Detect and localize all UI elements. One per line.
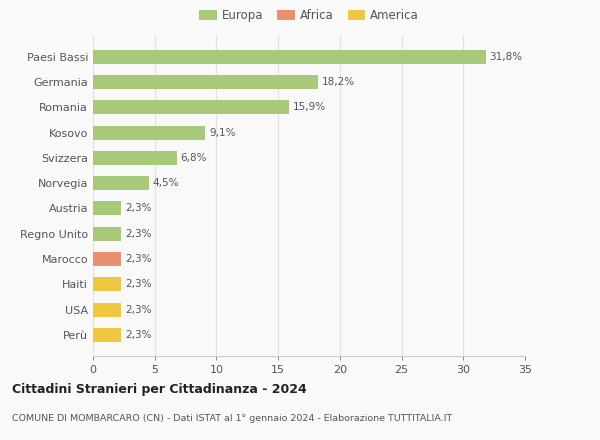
Bar (93, 277, 121, 291)
Bar (93, 176, 149, 190)
Bar (93, 50, 485, 64)
Text: 2,3%: 2,3% (125, 254, 152, 264)
Text: 31,8%: 31,8% (489, 52, 523, 62)
Text: 4,5%: 4,5% (152, 178, 179, 188)
Legend: Europa, Africa, America: Europa, Africa, America (194, 4, 424, 26)
Text: 18,2%: 18,2% (322, 77, 355, 87)
Text: 2,3%: 2,3% (125, 203, 152, 213)
Text: 15,9%: 15,9% (293, 103, 326, 112)
Text: COMUNE DI MOMBARCARO (CN) - Dati ISTAT al 1° gennaio 2024 - Elaborazione TUTTITA: COMUNE DI MOMBARCARO (CN) - Dati ISTAT a… (12, 414, 452, 422)
Text: 2,3%: 2,3% (125, 279, 152, 289)
Bar (93, 252, 121, 266)
Bar (93, 328, 121, 342)
Text: 6,8%: 6,8% (181, 153, 207, 163)
Bar (93, 202, 121, 216)
Bar (93, 75, 317, 89)
Text: Cittadini Stranieri per Cittadinanza - 2024: Cittadini Stranieri per Cittadinanza - 2… (12, 383, 307, 396)
Text: 2,3%: 2,3% (125, 304, 152, 315)
Bar (93, 126, 205, 139)
Bar (93, 100, 289, 114)
Bar (93, 227, 121, 241)
Text: 2,3%: 2,3% (125, 330, 152, 340)
Text: 2,3%: 2,3% (125, 229, 152, 239)
Text: 9,1%: 9,1% (209, 128, 236, 138)
Bar (93, 303, 121, 316)
Bar (93, 151, 177, 165)
